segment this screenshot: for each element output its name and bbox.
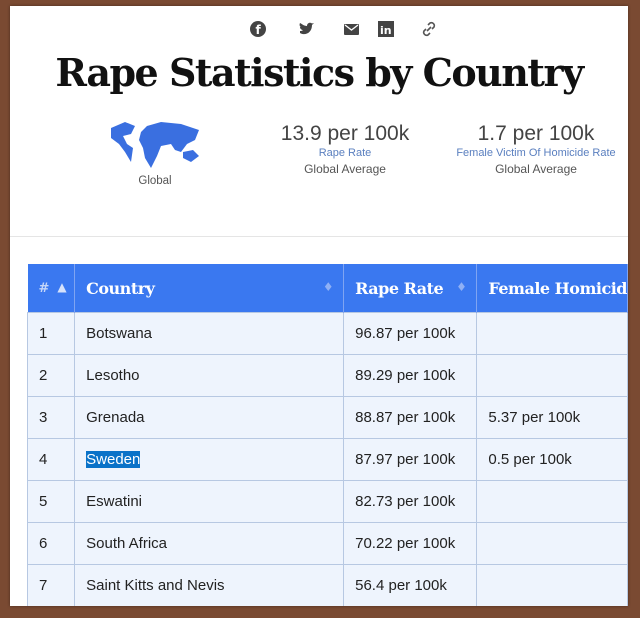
homicide-rate-link[interactable]: Female Victim Of Homicide Rate — [456, 147, 616, 159]
col-female-homicide[interactable]: Female Homicid — [476, 264, 628, 313]
divider — [10, 236, 628, 237]
col-rape-rate[interactable]: Rape Rate ♦ — [343, 264, 478, 313]
link-icon[interactable] — [420, 20, 438, 38]
homicide-stat: 1.7 per 100k Female Victim Of Homicide R… — [456, 122, 616, 176]
twitter-icon[interactable] — [298, 20, 316, 38]
table-header: # ▲ Country ♦ Rape Rate ♦ Female Homicid — [27, 264, 628, 313]
world-map-icon — [111, 122, 199, 168]
table-row: 3 Grenada 88.87 per 100k 5.37 per 100k — [26, 396, 628, 439]
table-row: 1 Botswana 96.87 per 100k — [26, 312, 628, 355]
page-title: Rape Statistics by Country — [55, 50, 584, 95]
page: f in Rape Statistics by Country Global 1… — [10, 6, 628, 606]
table-row: 5 Eswatini 82.73 per 100k — [26, 480, 628, 523]
rape-rate-stat: 13.9 per 100k Rape Rate Global Average — [265, 122, 425, 176]
rape-rate-link[interactable]: Rape Rate — [318, 147, 372, 159]
sort-icon: ♦ — [456, 280, 467, 294]
facebook-icon[interactable]: f — [249, 20, 267, 38]
svg-text:in: in — [380, 24, 392, 37]
svg-text:f: f — [256, 23, 262, 37]
global-stat: Global — [105, 118, 205, 187]
col-rank[interactable]: # ▲ — [27, 264, 76, 313]
table-row: 7 Saint Kitts and Nevis 56.4 per 100k — [26, 564, 628, 606]
table-row: 6 South Africa 70.22 per 100k — [26, 522, 628, 565]
email-icon[interactable] — [342, 20, 360, 38]
share-bar: f in — [10, 20, 628, 40]
col-country[interactable]: Country ♦ — [74, 264, 345, 313]
sort-icon: ♦ — [322, 280, 334, 294]
selected-text: Sweden — [86, 451, 141, 468]
table-row: 4 Sweden 87.97 per 100k 0.5 per 100k — [26, 438, 628, 481]
linkedin-icon[interactable]: in — [377, 20, 395, 38]
table-row: 2 Lesotho 89.29 per 100k — [26, 354, 628, 397]
